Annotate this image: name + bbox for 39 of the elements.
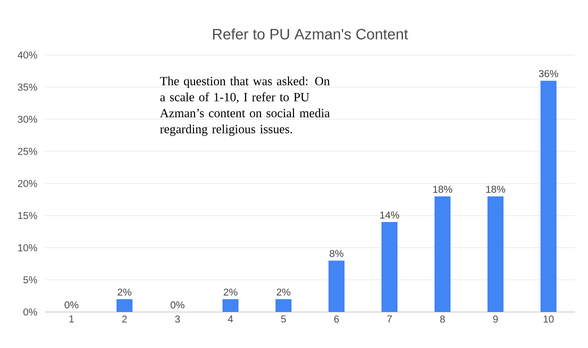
bar: [222, 299, 238, 312]
x-tick-label: 4: [228, 316, 233, 322]
bar: [328, 260, 345, 312]
y-tick-label: 40%: [18, 51, 38, 59]
data-label: 2%: [276, 288, 290, 296]
y-tick-label: 35%: [18, 84, 38, 91]
x-tick-label: 7: [387, 316, 392, 322]
bar: [276, 299, 292, 312]
data-label: 8%: [330, 250, 344, 258]
data-label: 0%: [170, 301, 184, 308]
chart-title: Refer to PU Azman's Content: [213, 28, 408, 40]
x-tick-label: 2: [122, 316, 127, 323]
bar: [540, 80, 557, 312]
x-tick-label: 10: [544, 316, 554, 323]
y-tick-label: 0%: [23, 308, 38, 316]
bar: [488, 196, 504, 312]
x-tick-label: 1: [69, 316, 74, 322]
data-label: 0%: [64, 301, 78, 308]
bar: [116, 299, 133, 312]
data-label: 14%: [380, 212, 400, 219]
x-tick-label: 5: [281, 316, 286, 323]
bar: [382, 222, 398, 312]
x-tick-label: 9: [493, 316, 498, 323]
x-tick-label: 8: [440, 316, 445, 323]
bar: [434, 196, 451, 312]
y-tick-label: 25%: [18, 148, 38, 155]
y-tick-label: 5%: [23, 276, 38, 284]
data-label: 18%: [486, 186, 506, 193]
data-label: 36%: [538, 70, 558, 78]
y-tick-label: 30%: [18, 116, 38, 123]
data-label: 18%: [433, 186, 452, 193]
x-tick-label: 6: [334, 316, 339, 323]
data-label: 2%: [118, 288, 132, 296]
x-tick-label: 3: [175, 316, 180, 323]
y-tick-label: 15%: [18, 212, 38, 220]
y-tick-label: 20%: [18, 180, 38, 188]
data-label: 2%: [224, 288, 238, 296]
y-tick-label: 10%: [18, 244, 38, 252]
annotation: The question that was asked: On a scale of 1-10, I refer to PU Azman’s content on social media regarding religious issues.: [160, 76, 330, 136]
